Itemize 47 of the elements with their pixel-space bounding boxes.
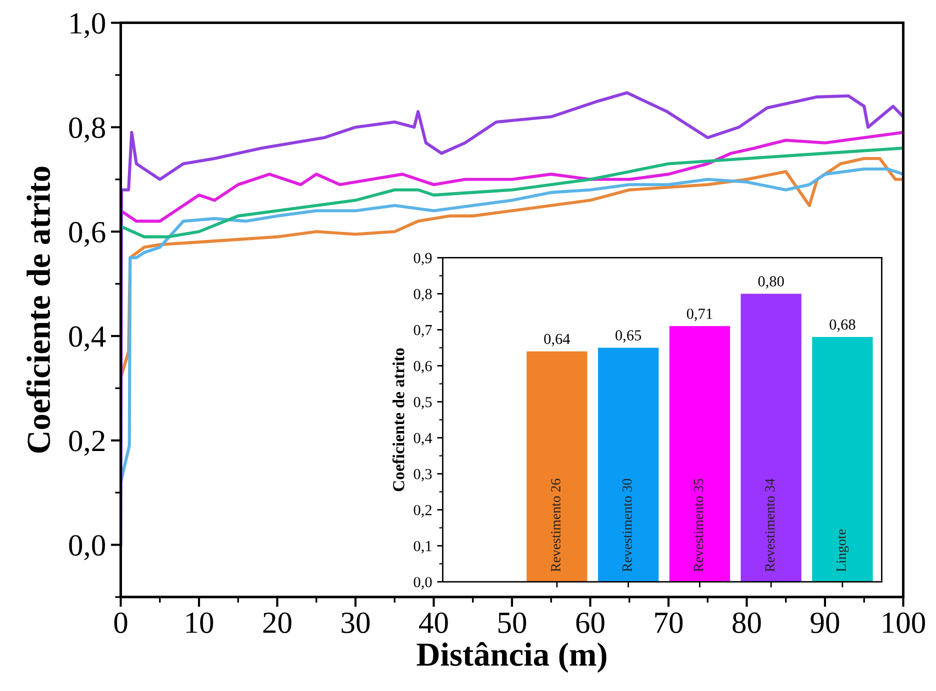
y-tick-label: 0,1 (414, 540, 432, 554)
x-tick-label: 50 (498, 612, 526, 634)
data-label: 0,64 (544, 334, 570, 346)
x-tick-label: 0 (114, 612, 128, 634)
x-axis-title: Distância (m) (416, 642, 606, 673)
x-tick-label: 80 (732, 612, 761, 634)
y-tick-label: 0,6 (69, 222, 106, 247)
line-series (120, 146, 904, 238)
x-tick-label: 20 (263, 612, 292, 634)
data-label: 0,80 (758, 276, 784, 289)
y-tick-label: 0,4 (414, 432, 432, 446)
y-tick-label: 0,4 (69, 326, 106, 352)
bar (598, 348, 659, 582)
bar (740, 294, 802, 582)
bar (526, 351, 588, 582)
x-tick-label: 70 (655, 612, 683, 634)
bar (669, 326, 730, 582)
x-tick-label: 10 (186, 612, 214, 634)
y-tick-label: 0,6 (414, 360, 432, 374)
y-tick-label: 0,7 (414, 324, 432, 338)
y-tick-label: 0,0 (69, 535, 105, 560)
category-label: Revestimento 30 (622, 478, 632, 572)
x-tick-label: 100 (883, 612, 925, 634)
x-tick-label: 90 (810, 612, 840, 634)
y-tick-label: 0,8 (69, 117, 105, 143)
category-label: Revestimento 34 (765, 478, 775, 572)
y-tick-label: 0,9 (414, 252, 432, 266)
y-tick-label: 0,3 (414, 468, 432, 482)
x-tick-label: 60 (576, 612, 604, 634)
y-axis-title: Coeficiente de atrito (26, 166, 50, 453)
data-label: 0,65 (616, 330, 642, 343)
x-tick-label: 30 (342, 612, 370, 634)
y-axis-title: Coeficiente de atrito (392, 348, 404, 492)
category-label: Revestimento 26 (551, 478, 560, 572)
y-tick-label: 0,0 (414, 576, 432, 590)
line-series (120, 130, 904, 223)
bar (812, 336, 873, 582)
data-label: 0,71 (686, 308, 712, 322)
y-tick-label: 1,0 (70, 13, 105, 38)
category-label: Lingote (836, 529, 849, 572)
y-tick-label: 0,2 (414, 504, 432, 518)
category-label: Revestimento 35 (694, 478, 704, 572)
y-tick-label: 0,2 (69, 430, 104, 456)
data-label: 0,68 (830, 319, 856, 332)
x-tick-label: 40 (419, 612, 448, 634)
y-tick-label: 0,8 (414, 288, 432, 302)
y-tick-label: 0,5 (414, 396, 432, 410)
